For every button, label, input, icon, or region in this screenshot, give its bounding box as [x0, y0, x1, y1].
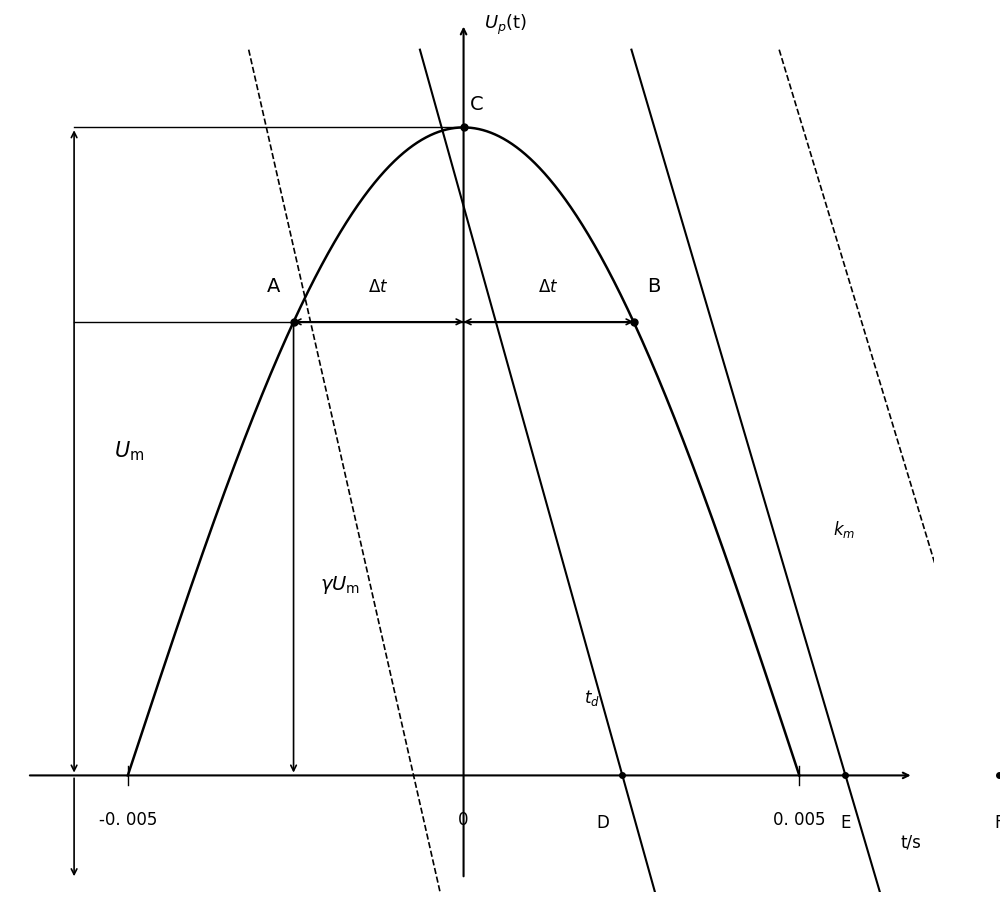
Text: C: C: [470, 95, 484, 114]
Text: B: B: [647, 277, 660, 296]
Text: $t_d$: $t_d$: [584, 688, 600, 708]
Text: $\Delta t$: $\Delta t$: [368, 278, 389, 296]
Text: F: F: [994, 814, 1000, 832]
Text: 0: 0: [458, 811, 469, 829]
Text: E: E: [840, 814, 851, 832]
Text: t/s: t/s: [900, 833, 921, 851]
Text: D: D: [596, 814, 609, 832]
Text: -0. 005: -0. 005: [99, 811, 157, 829]
Text: 0. 005: 0. 005: [773, 811, 826, 829]
Text: $U_{\rm m}$: $U_{\rm m}$: [114, 440, 145, 463]
Text: $k_m$: $k_m$: [833, 519, 855, 539]
Text: $U_p(\mathrm{t})$: $U_p(\mathrm{t})$: [484, 13, 527, 37]
Text: $\gamma U_{\rm m}$: $\gamma U_{\rm m}$: [320, 574, 361, 596]
Text: $\Delta t$: $\Delta t$: [538, 278, 559, 296]
Text: A: A: [267, 277, 280, 296]
